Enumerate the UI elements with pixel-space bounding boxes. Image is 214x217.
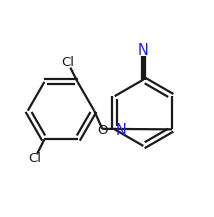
Text: N: N bbox=[116, 123, 126, 138]
Text: Cl: Cl bbox=[28, 152, 42, 165]
Text: N: N bbox=[138, 43, 149, 58]
Text: O: O bbox=[97, 124, 108, 137]
Text: Cl: Cl bbox=[62, 56, 75, 69]
